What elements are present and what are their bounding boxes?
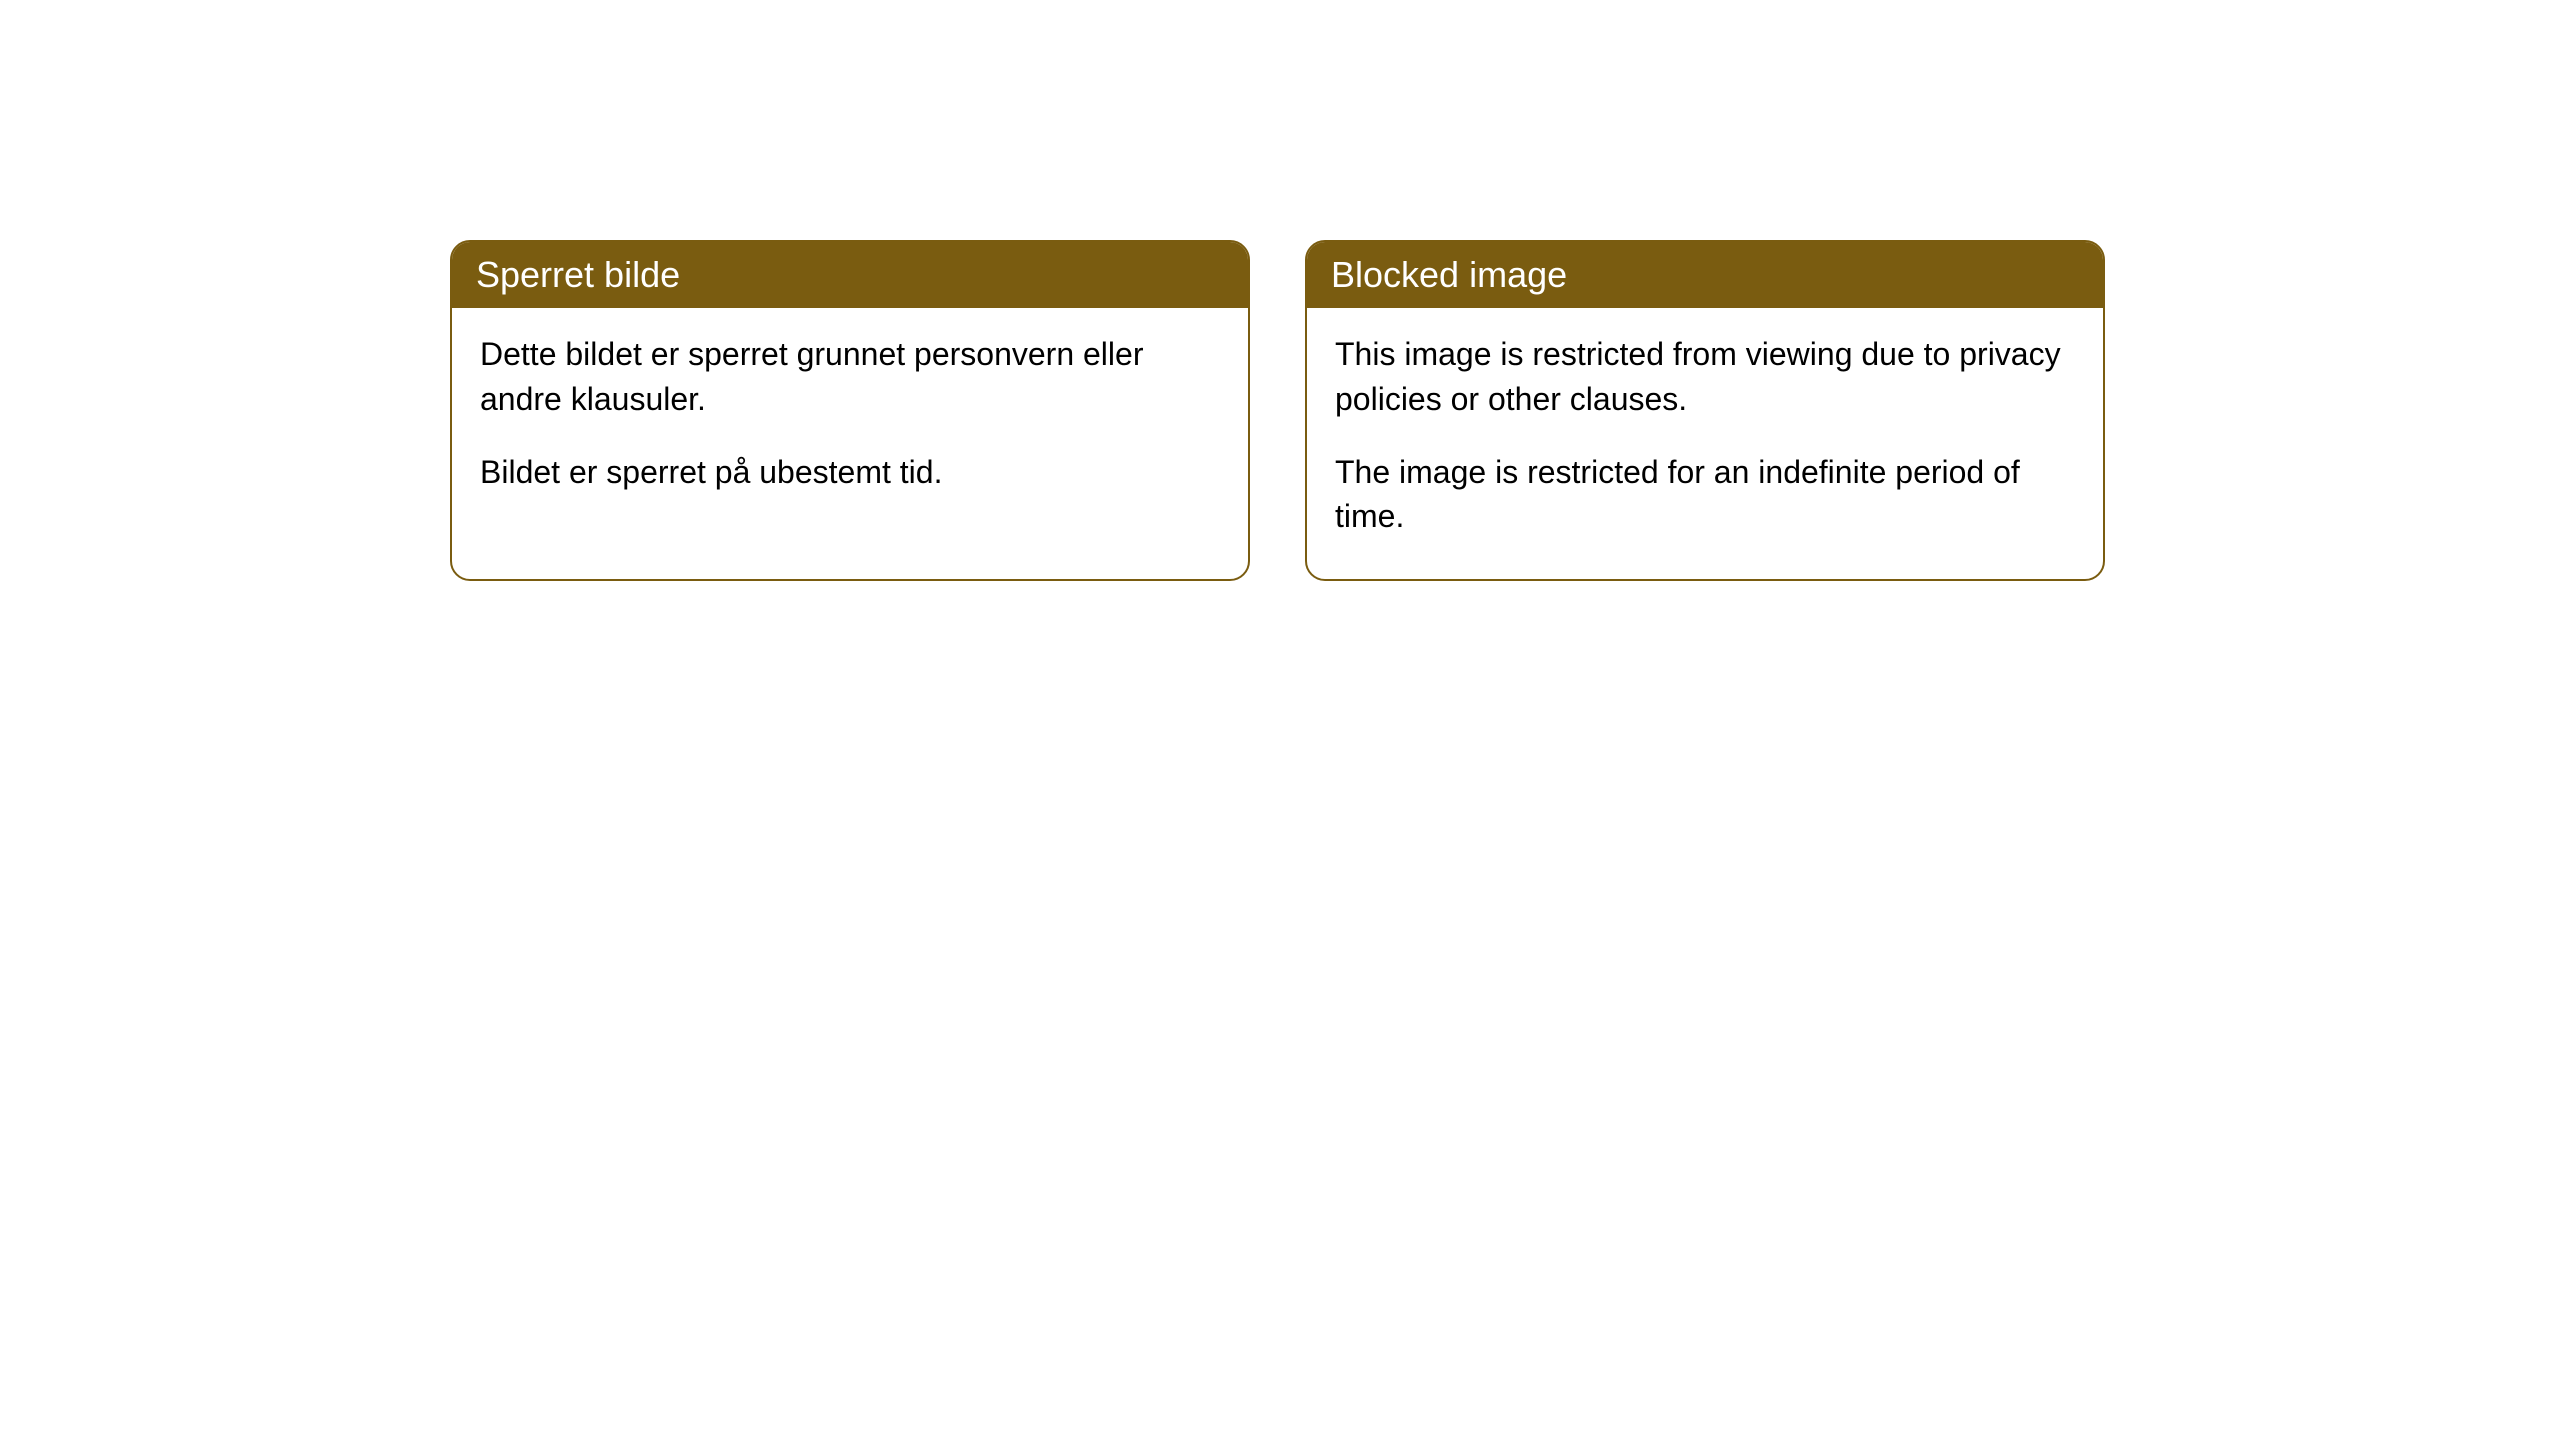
card-paragraph-1: This image is restricted from viewing du… [1335, 332, 2075, 422]
blocked-image-card-norwegian: Sperret bilde Dette bildet er sperret gr… [450, 240, 1250, 581]
card-body: Dette bildet er sperret grunnet personve… [452, 308, 1248, 534]
card-title: Sperret bilde [476, 254, 680, 295]
card-title: Blocked image [1331, 254, 1567, 295]
card-paragraph-2: The image is restricted for an indefinit… [1335, 450, 2075, 540]
card-header: Sperret bilde [452, 242, 1248, 308]
card-paragraph-2: Bildet er sperret på ubestemt tid. [480, 450, 1220, 495]
card-header: Blocked image [1307, 242, 2103, 308]
card-paragraph-1: Dette bildet er sperret grunnet personve… [480, 332, 1220, 422]
card-body: This image is restricted from viewing du… [1307, 308, 2103, 579]
notice-cards-container: Sperret bilde Dette bildet er sperret gr… [450, 240, 2560, 581]
blocked-image-card-english: Blocked image This image is restricted f… [1305, 240, 2105, 581]
